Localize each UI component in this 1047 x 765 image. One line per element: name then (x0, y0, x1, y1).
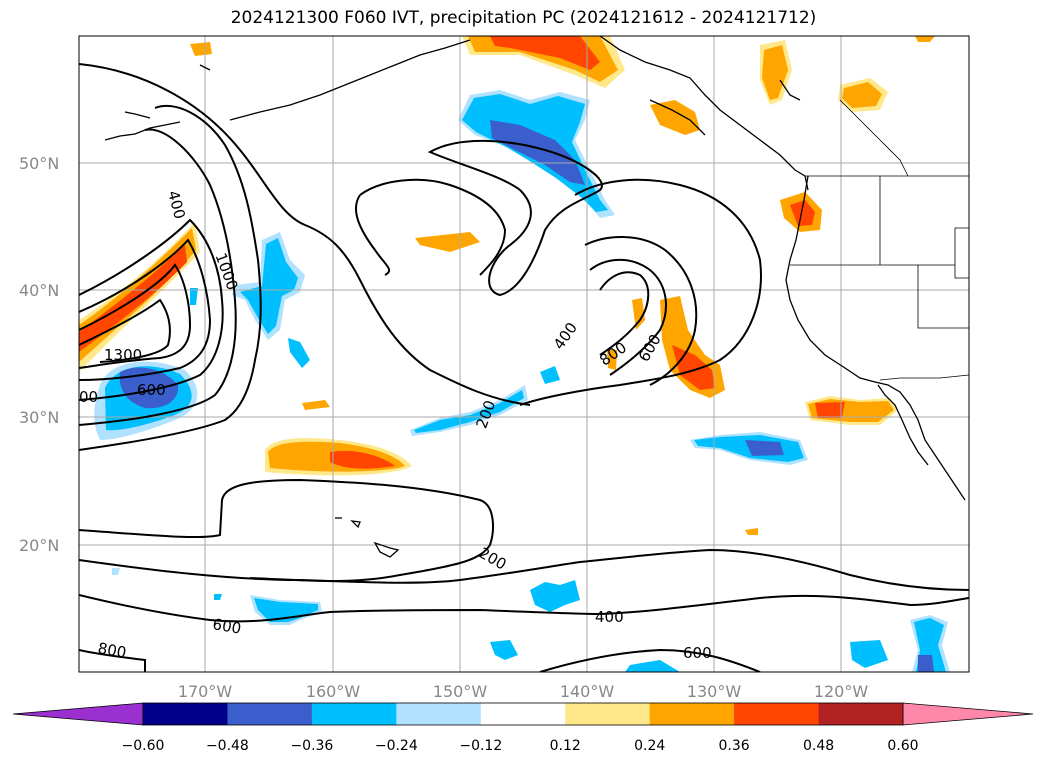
colorbar-tick-label: −0.24 (375, 738, 418, 754)
lon-label: 120°W (814, 682, 869, 701)
lon-label: 160°W (306, 682, 361, 701)
contour-label-600-se: 600 (683, 644, 712, 662)
colorbar-segment (311, 703, 397, 725)
colorbar-tick-label: 0.24 (634, 738, 665, 754)
lat-label: 20°N (19, 536, 59, 555)
contour-label-600-w: 600 (137, 381, 166, 399)
map-title: 2024121300 F060 IVT, precipitation PC (2… (230, 8, 817, 28)
colorbar-tick-label: −0.60 (122, 738, 165, 754)
contour-label-800-sw: 800 (96, 639, 127, 662)
lon-label: 170°W (178, 682, 233, 701)
map-frame (78, 35, 970, 673)
colorbar-tick-label: 0.60 (887, 738, 918, 754)
colorbar-segment (143, 703, 228, 725)
colorbar-segment (734, 703, 820, 725)
lat-label: 50°N (19, 154, 59, 173)
lon-label: 140°W (560, 682, 615, 701)
precip-shading (79, 36, 950, 672)
colorbar-tick-label: 0.36 (719, 738, 750, 754)
borders (790, 99, 969, 381)
colorbar-segment (565, 703, 651, 725)
coastlines (104, 36, 966, 558)
lon-label: 130°W (687, 682, 742, 701)
colorbar-segments (143, 703, 904, 725)
colorbar-tick-label: 0.48 (803, 738, 834, 754)
contour-label-600-sw: 600 (211, 615, 242, 638)
contour-label-400-s: 400 (595, 608, 624, 626)
gridlines (79, 36, 969, 672)
colorbar-segment (396, 703, 482, 725)
colorbar-tick-label: −0.12 (459, 738, 502, 754)
map-area[interactable]: 400 1000 1300 600 00 400 800 600 200 200… (79, 36, 969, 672)
ivt-contours (79, 63, 969, 672)
contour-label-00-w: 00 (79, 388, 98, 406)
colorbar-segment (649, 703, 735, 725)
colorbar-tick-label: −0.48 (206, 738, 249, 754)
colorbar-left-extension (12, 702, 144, 726)
lat-label: 40°N (19, 281, 59, 300)
colorbar: −0.60 −0.48 −0.36 −0.24 −0.12 0.12 0.24 … (12, 702, 1034, 754)
lon-label: 150°W (433, 682, 488, 701)
colorbar-segment (227, 703, 313, 725)
latitude-labels: 50°N 40°N 30°N 20°N (19, 154, 59, 555)
colorbar-tick-label: 0.12 (550, 738, 581, 754)
longitude-labels: 170°W 160°W 150°W 140°W 130°W 120°W (178, 682, 869, 701)
colorbar-tick-label: −0.36 (290, 738, 333, 754)
lat-label: 30°N (19, 408, 59, 427)
colorbar-right-extension (902, 702, 1034, 726)
colorbar-segment (480, 703, 566, 725)
colorbar-frame (142, 702, 904, 726)
contour-label-1300: 1300 (104, 346, 142, 364)
colorbar-segment (818, 703, 904, 725)
